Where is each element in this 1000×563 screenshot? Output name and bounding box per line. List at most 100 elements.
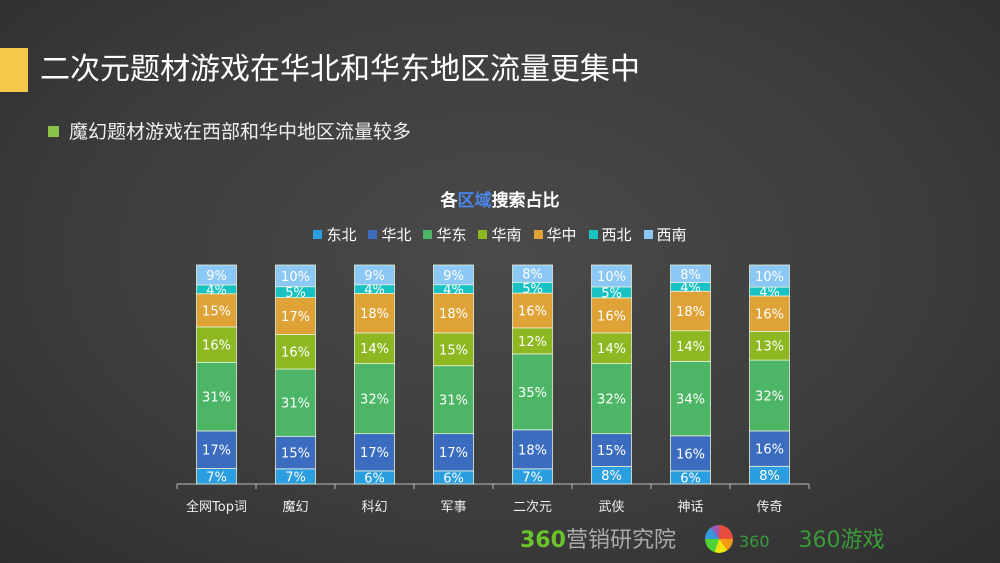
slide-title: 二次元题材游戏在华北和华东地区流量更集中: [40, 52, 640, 87]
legend-item: 华南: [478, 224, 522, 245]
data-label: 4%: [206, 283, 227, 298]
legend-label: 华南: [491, 226, 522, 244]
data-label: 16%: [755, 443, 784, 458]
x-tick-label: 科幻: [361, 500, 387, 515]
bar-segment: [354, 433, 395, 472]
data-label: 15%: [202, 304, 231, 319]
data-label: 18%: [676, 305, 705, 320]
data-label: 10%: [597, 270, 626, 285]
bar-segment: [354, 293, 395, 334]
logo-360-app-store-text: 360: [738, 532, 770, 551]
legend-swatch: [533, 230, 543, 239]
data-label: 10%: [281, 270, 310, 285]
data-label: 4%: [364, 283, 385, 298]
subtitle: 魔幻题材游戏在西部和华中地区流量较多: [48, 118, 411, 146]
data-label: 8%: [522, 268, 543, 283]
bar-segment: [591, 297, 632, 334]
bullet-icon: [48, 126, 59, 137]
x-tick-label: 军事: [440, 500, 466, 515]
bar-segment: [354, 264, 395, 286]
data-label: 13%: [755, 340, 784, 355]
data-label: 16%: [202, 339, 231, 354]
data-label: 12%: [518, 335, 547, 350]
bar-segment: [591, 363, 632, 435]
bar-segment: [275, 368, 316, 437]
data-label: 31%: [202, 391, 231, 406]
bar-segment: [749, 430, 790, 467]
data-label: 31%: [281, 397, 310, 412]
bar-segment: [591, 433, 632, 467]
data-label: 8%: [680, 268, 701, 283]
data-label: 17%: [281, 310, 310, 325]
bar-segment: [670, 360, 711, 437]
bar-segment: [433, 264, 474, 286]
data-label: 6%: [680, 471, 701, 486]
legend-swatch: [588, 230, 598, 239]
legend-label: 东北: [326, 226, 357, 244]
bar-segment: [275, 435, 316, 470]
data-label: 34%: [676, 393, 705, 408]
bar-segment: [196, 361, 237, 432]
data-label: 9%: [364, 269, 385, 284]
data-label: 8%: [601, 469, 622, 484]
data-label: 18%: [518, 443, 547, 458]
data-label: 16%: [676, 447, 705, 462]
data-label: 16%: [597, 309, 626, 324]
data-label: 14%: [360, 342, 389, 357]
legend-swatch: [643, 230, 653, 239]
data-label: 32%: [597, 393, 626, 408]
legend-item: 华东: [423, 224, 466, 245]
legend-item: 华北: [368, 224, 411, 245]
data-label: 16%: [281, 346, 310, 361]
bar-segment: [670, 435, 711, 472]
bar-segment: [670, 264, 711, 283]
bar-segment: [196, 430, 237, 469]
data-label: 7%: [206, 470, 227, 485]
logo-360-marketing-text: 营销研究院: [565, 528, 676, 553]
bar-segment: [275, 297, 316, 335]
bar-segment: [512, 429, 553, 470]
data-label: 18%: [439, 307, 468, 322]
x-tick-label: 全网Top词: [186, 499, 247, 515]
bar-segment: [433, 332, 474, 367]
bar-segment: [354, 332, 395, 364]
data-label: 15%: [281, 447, 310, 462]
data-label: 4%: [443, 283, 464, 298]
data-label: 9%: [443, 269, 464, 284]
logo-360-app-store: [704, 525, 733, 553]
subtitle-text: 魔幻题材游戏在西部和华中地区流量较多: [69, 121, 412, 143]
bar-segment: [433, 293, 474, 334]
data-label: 16%: [518, 305, 547, 320]
data-label: 4%: [759, 286, 780, 301]
data-label: 17%: [202, 444, 231, 459]
legend-swatch: [423, 230, 433, 239]
legend-label: 西南: [656, 226, 687, 244]
x-tick-label: 传奇: [756, 499, 782, 515]
legend-item: 华中: [533, 224, 577, 245]
data-label: 14%: [676, 340, 705, 355]
x-tick-label: 二次元: [513, 499, 552, 515]
data-label: 8%: [759, 469, 780, 484]
title-accent-bar: [0, 48, 28, 92]
bar-segment: [433, 433, 474, 472]
data-label: 5%: [601, 286, 622, 301]
legend-label: 华北: [381, 226, 412, 244]
legend-item: 西南: [643, 224, 687, 245]
bar-segment: [196, 326, 237, 363]
logo-360-games: 360游戏: [798, 528, 885, 553]
bar-segment: [512, 292, 553, 329]
data-label: 14%: [597, 342, 626, 357]
data-label: 18%: [360, 307, 389, 322]
legend-swatch: [478, 230, 488, 239]
data-label: 7%: [285, 470, 306, 485]
data-label: 15%: [597, 444, 626, 459]
bar-segment: [749, 330, 790, 361]
data-label: 6%: [364, 471, 385, 486]
logos: 360营销研究院 360 360游戏: [520, 522, 885, 553]
legend: 东北 华北 华东 华南 华中 西北 西南: [0, 224, 1000, 245]
chart-title-part: 各: [440, 191, 458, 211]
data-label: 6%: [443, 471, 464, 486]
bar-segment: [749, 295, 790, 332]
data-label: 17%: [439, 446, 468, 461]
